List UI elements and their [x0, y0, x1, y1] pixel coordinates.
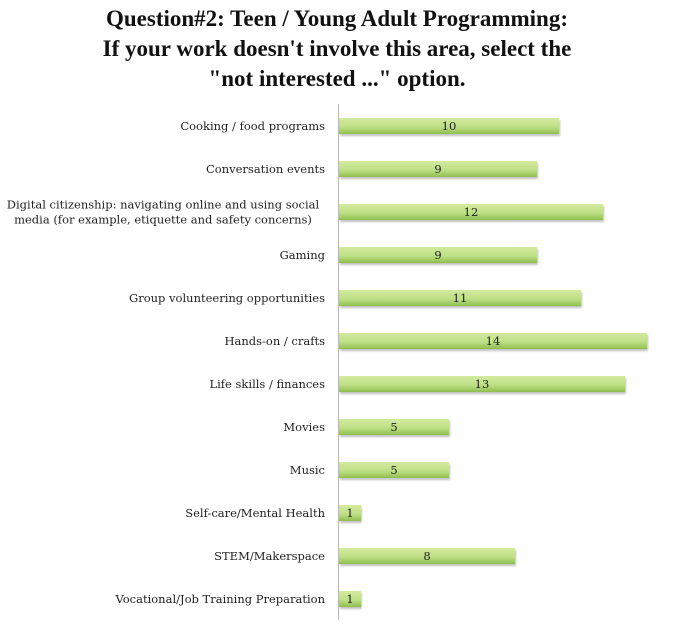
category-label: Cooking / food programs — [180, 119, 325, 133]
category-label: Music — [290, 463, 325, 477]
category-label: Life skills / finances — [209, 377, 325, 391]
category-label: STEM/Makerspace — [214, 549, 325, 563]
category-label: Vocational/Job Training Preparation — [114, 592, 325, 606]
chart-title-line: If your work doesn't involve this area, … — [102, 36, 572, 61]
bar — [339, 247, 537, 263]
data-label: 1 — [346, 592, 353, 606]
bar — [339, 290, 581, 306]
data-label: 12 — [464, 205, 479, 219]
bar — [339, 548, 515, 564]
data-label: 14 — [486, 334, 501, 348]
data-label: 9 — [434, 162, 441, 176]
data-label: 8 — [423, 549, 430, 563]
bar — [339, 333, 647, 349]
category-label: Hands-on / crafts — [224, 334, 325, 348]
category-label: Self-care/Mental Health — [185, 506, 325, 520]
data-label: 5 — [390, 420, 397, 434]
bar — [339, 204, 603, 220]
category-label: Conversation events — [206, 162, 325, 176]
data-label: 9 — [434, 248, 441, 262]
category-label: Digital citizenship: navigating online a… — [7, 198, 320, 212]
bar — [339, 118, 559, 134]
bar — [339, 419, 449, 435]
bar — [339, 591, 361, 607]
chart-title-line: "not interested ..." option. — [208, 66, 466, 91]
category-label: media (for example, etiquette and safety… — [14, 213, 312, 227]
bar — [339, 161, 537, 177]
category-label: Movies — [283, 420, 325, 434]
category-label: Group volunteering opportunities — [129, 291, 325, 305]
category-label: Gaming — [280, 248, 326, 262]
bar — [339, 376, 625, 392]
data-label: 5 — [390, 463, 397, 477]
data-label: 10 — [442, 119, 457, 133]
bar — [339, 505, 361, 521]
bar — [339, 462, 449, 478]
chart-title-line: Question#2: Teen / Young Adult Programmi… — [106, 6, 568, 31]
data-label: 11 — [453, 291, 468, 305]
data-label: 13 — [475, 377, 490, 391]
data-label: 1 — [346, 506, 353, 520]
chart-title: Question#2: Teen / Young Adult Programmi… — [0, 4, 674, 94]
